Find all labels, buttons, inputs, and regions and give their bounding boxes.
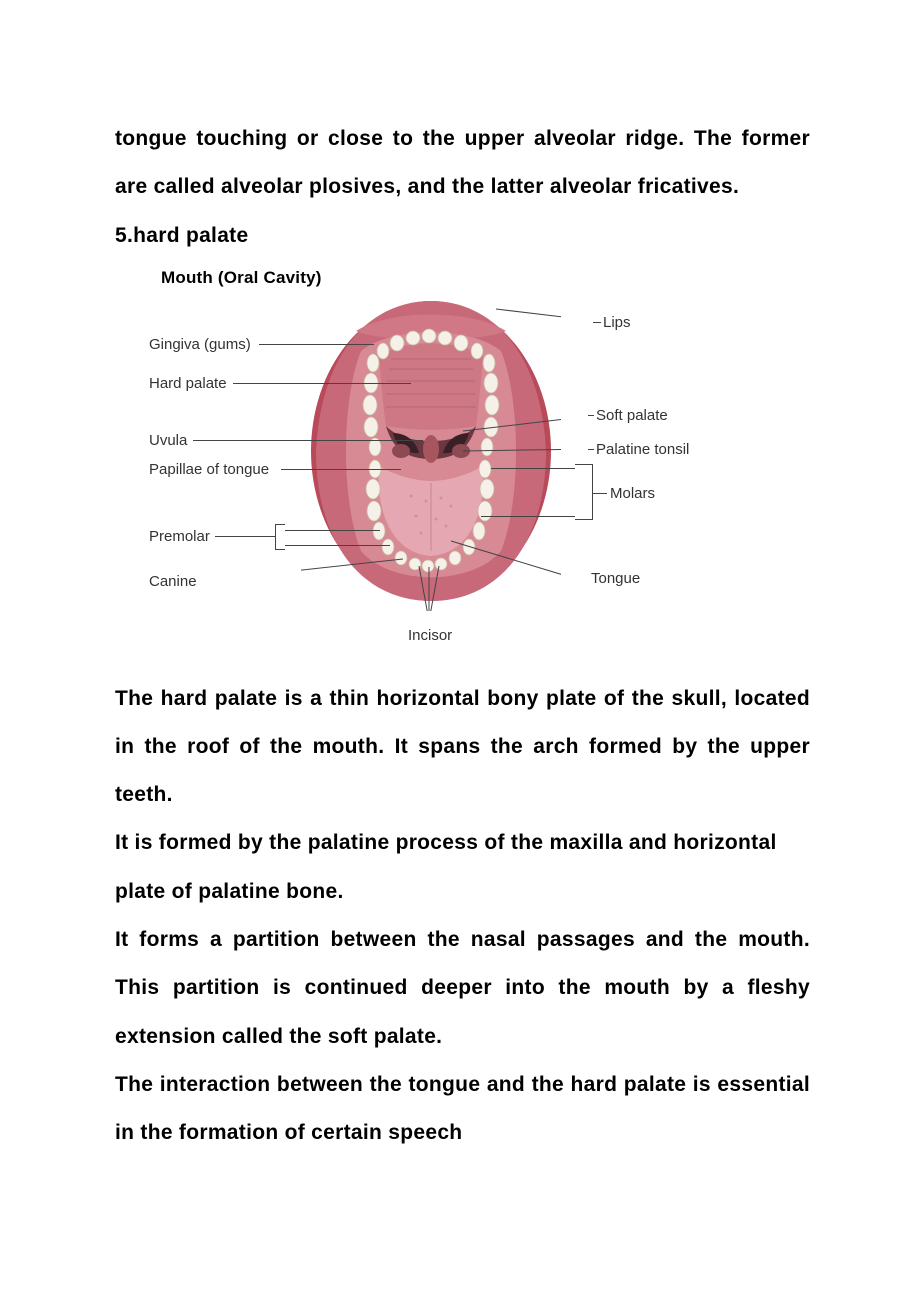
label-palatine-tonsil: Palatine tonsil	[596, 441, 689, 458]
body-paragraph: The interaction between the tongue and t…	[115, 1061, 810, 1158]
label-tongue: Tongue	[591, 570, 640, 587]
mouth-diagram: Mouth (Oral Cavity)	[133, 266, 726, 651]
body-paragraph: It is formed by the palatine process of …	[115, 819, 810, 916]
diagram-title: Mouth (Oral Cavity)	[161, 268, 322, 288]
intro-paragraph: tongue touching or close to the upper al…	[115, 115, 810, 212]
body-paragraph: The hard palate is a thin horizontal bon…	[115, 675, 810, 820]
mouth-illustration	[301, 291, 561, 611]
label-molars: Molars	[610, 485, 655, 502]
label-premolar: Premolar	[149, 528, 210, 545]
label-hard-palate: Hard palate	[149, 375, 227, 392]
label-incisor: Incisor	[408, 627, 452, 644]
label-soft-palate: Soft palate	[596, 407, 668, 424]
section-heading: 5.hard palate	[115, 224, 810, 248]
label-lips: Lips	[603, 314, 631, 331]
body-paragraph: It forms a partition between the nasal p…	[115, 916, 810, 1061]
label-gingiva: Gingiva (gums)	[149, 336, 251, 353]
label-uvula: Uvula	[149, 432, 187, 449]
label-canine: Canine	[149, 573, 197, 590]
label-papillae: Papillae of tongue	[149, 461, 269, 478]
